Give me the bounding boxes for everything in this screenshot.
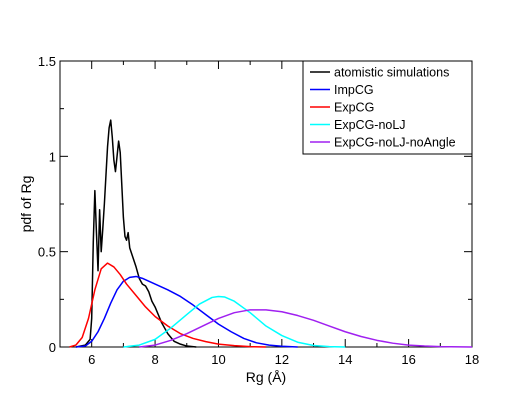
legend-label: ExpCG-noLJ (334, 118, 406, 132)
x-tick-label: 18 (465, 352, 479, 367)
legend: atomistic simulations ImpCG ExpCG ExpCG-noL… (302, 60, 473, 155)
legend-box (302, 60, 473, 155)
x-tick-label: 16 (401, 352, 415, 367)
series-line-expcg (69, 262, 267, 348)
x-tick-label: 8 (151, 352, 158, 367)
x-axis-label: Rg (Å) (246, 369, 286, 385)
x-tick-label: 10 (211, 352, 225, 367)
y-tick-label: 1.5 (38, 54, 56, 69)
series-line-expcg-nolj (123, 295, 346, 348)
legend-label: ExpCG-noLJ-noAngle (334, 136, 456, 150)
x-axis: 6 8 10 12 14 16 18 (59, 61, 479, 367)
series-group (69, 119, 473, 348)
legend-label: ImpCG (334, 83, 374, 97)
series-line-atomistic-simulations (75, 119, 197, 348)
series-line-expcg-nolj-noangle (139, 309, 473, 348)
x-tick-label: 6 (88, 352, 95, 367)
y-tick-label: 1 (49, 149, 56, 164)
x-tick-label: 14 (338, 352, 352, 367)
y-axis-label: pdf of Rg (18, 176, 34, 233)
series-line-impcg (75, 275, 298, 348)
legend-label: ExpCG (334, 101, 374, 115)
y-tick-label: 0.5 (38, 245, 56, 260)
y-tick-label: 0 (49, 340, 56, 355)
legend-label: atomistic simulations (334, 66, 449, 80)
x-tick-label: 12 (275, 352, 289, 367)
